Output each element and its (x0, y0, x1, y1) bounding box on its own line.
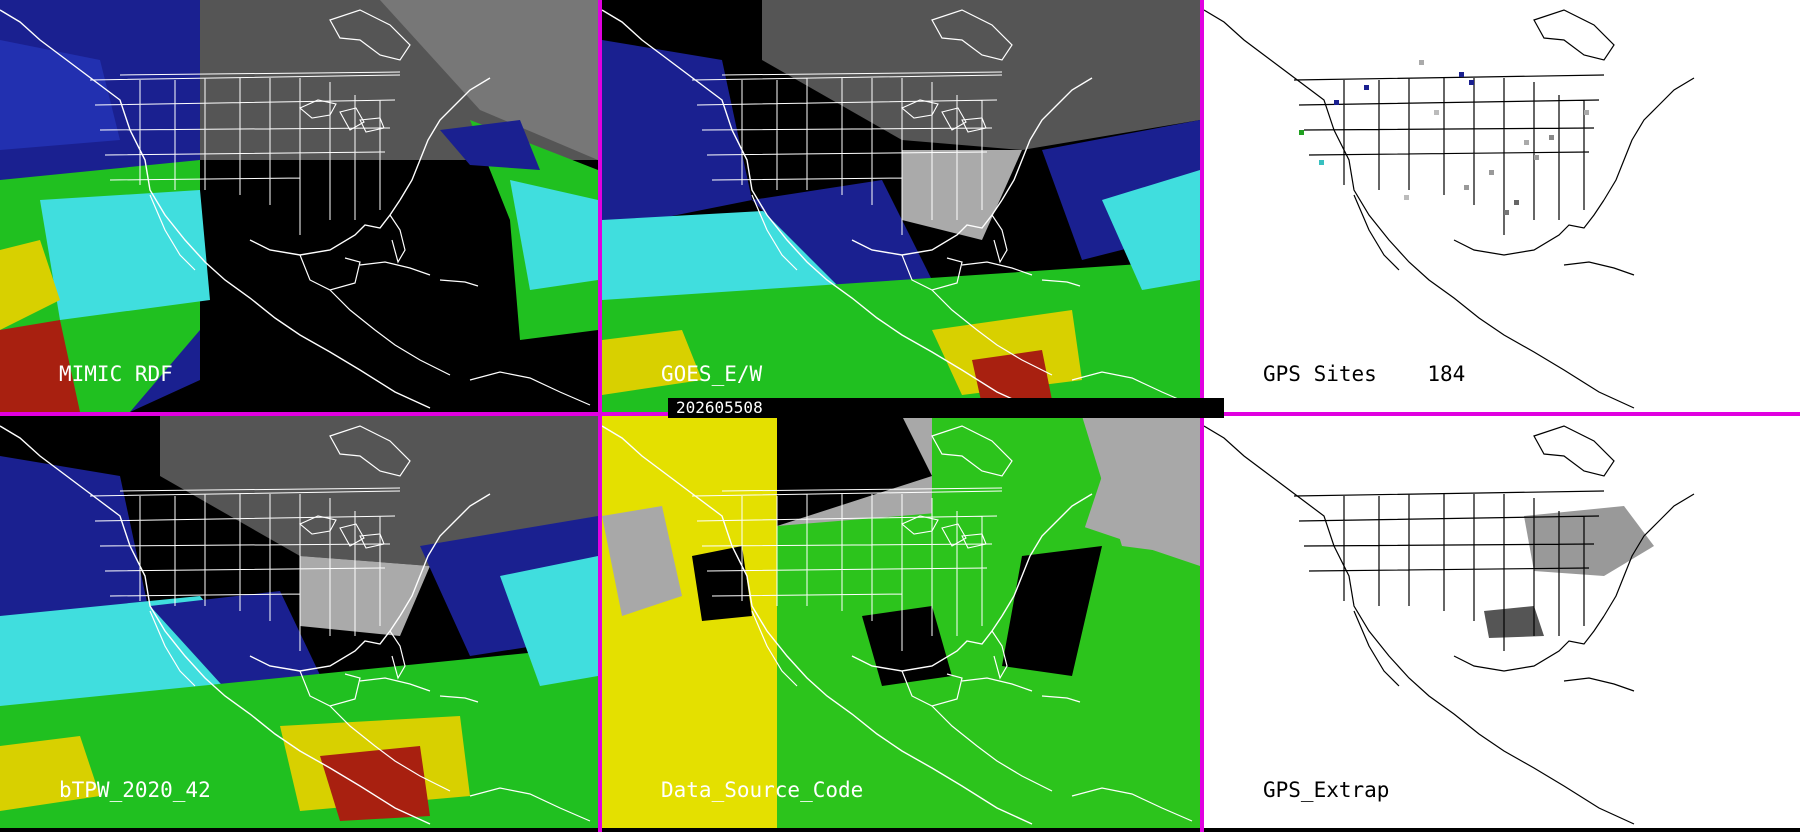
panel-label: bTPW_2020_42 (59, 778, 211, 802)
panel-gps-sites: GPS Sites 184 (1204, 0, 1800, 412)
gps-site-markers (1299, 60, 1589, 215)
panel-label: GOES_E/W (661, 362, 763, 386)
panel-label: GPS_Extrap (1263, 778, 1390, 802)
panel-label: MIMIC RDF (59, 362, 173, 386)
map-mimic-rdf (0, 0, 598, 412)
map-data-source-code (602, 416, 1200, 828)
panel-btpw: bTPW_2020_42 (0, 416, 598, 828)
panel-mimic-rdf: MIMIC RDF (0, 0, 598, 412)
panel-label: GPS Sites 184 (1263, 362, 1466, 386)
panel-label: Data_Source_Code (661, 778, 864, 802)
separator-vertical-1 (598, 0, 602, 832)
panel-data-source-code: Data_Source_Code (602, 416, 1200, 828)
map-gps-extrap (1204, 416, 1800, 828)
map-goes-ew (602, 0, 1200, 412)
panel-gps-extrap: GPS_Extrap (1204, 416, 1800, 828)
timestamp-label: 202605508 (668, 398, 1224, 418)
panel-goes-ew: GOES_E/W (602, 0, 1200, 412)
map-btpw (0, 416, 598, 828)
map-gps-sites (1204, 0, 1800, 412)
